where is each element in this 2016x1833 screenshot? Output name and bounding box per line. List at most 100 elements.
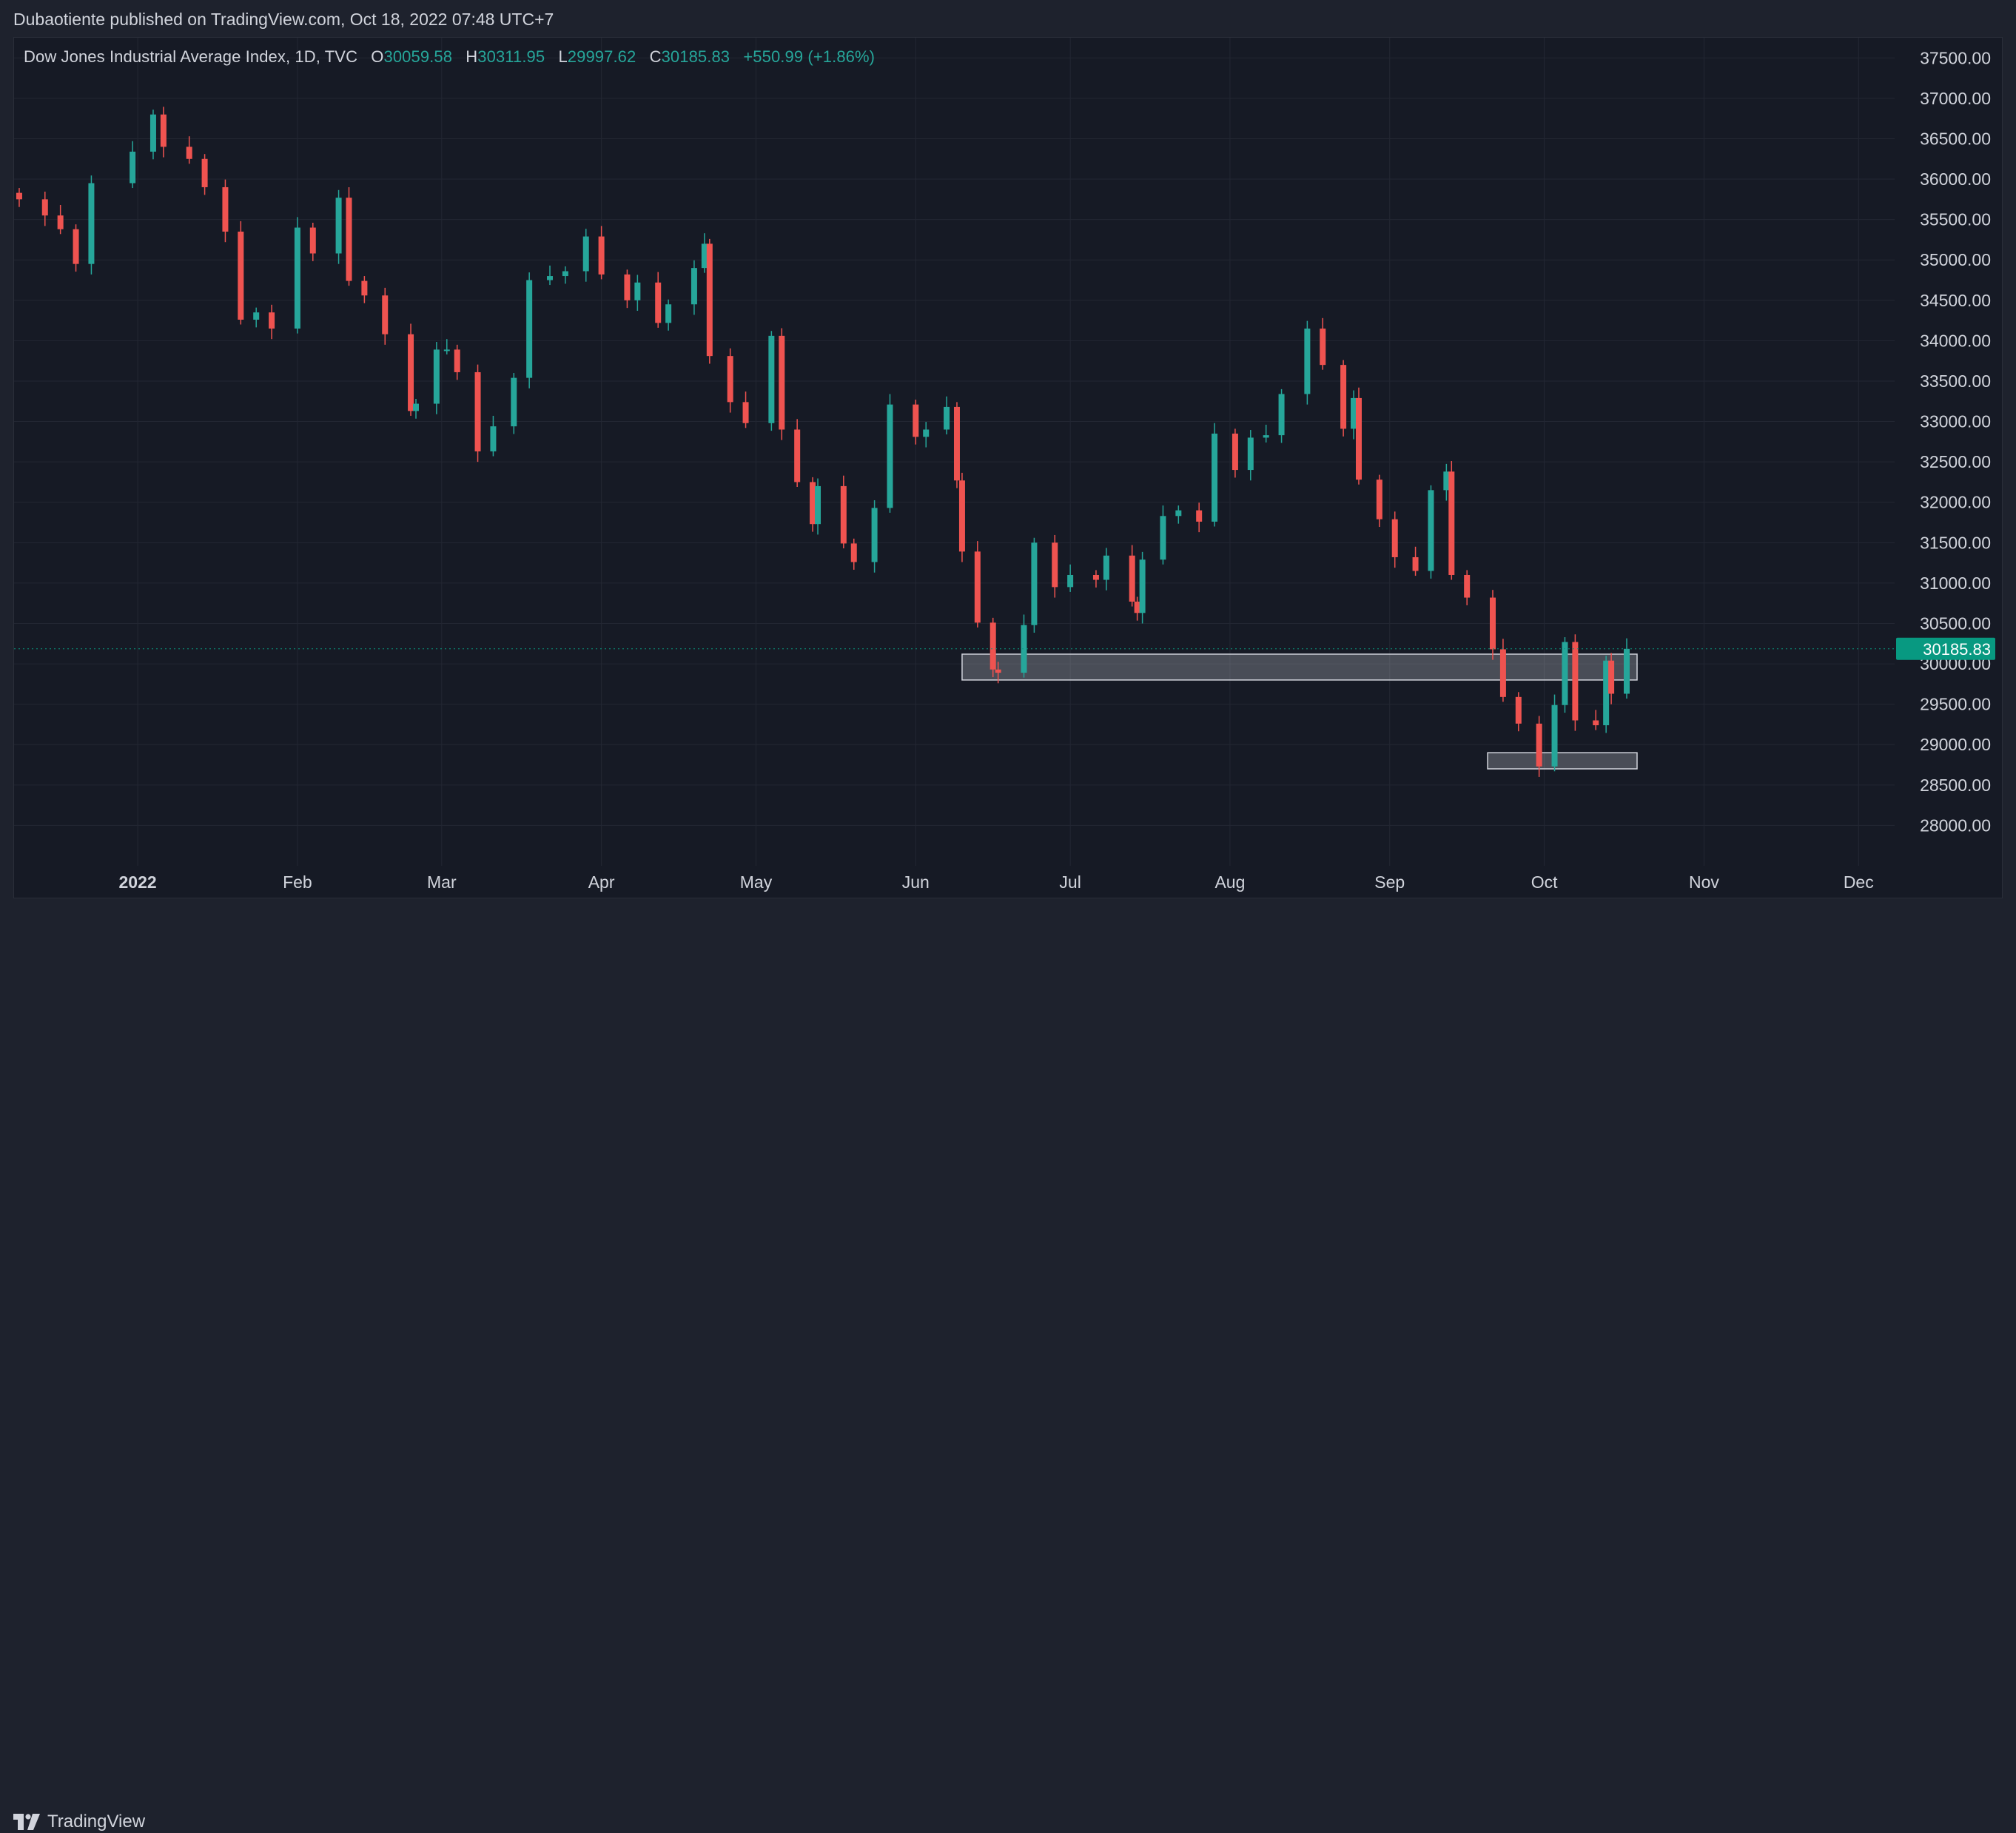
y-tick-label: 28000.00 [1920,815,1991,835]
candle-body [222,186,229,232]
candle-body [294,227,300,329]
candle-body [346,198,352,281]
candle-body [201,158,208,187]
legend-open-value: 30059.58 [383,47,453,66]
y-tick-label: 31000.00 [1920,574,1991,593]
candle-body [810,482,816,525]
candle-body [706,243,713,357]
candle-body [1489,597,1496,650]
candle-body [547,276,554,280]
candle-body [974,551,981,623]
x-tick-label: Jun [902,872,930,892]
candle-body [253,312,260,320]
last-price-tag: 30185.83 [1896,637,1995,660]
candle-body [1593,720,1599,726]
y-axis[interactable]: 37500.00 37000.00 36500.00 36000.00 35500.00… [1920,48,1991,835]
tradingview-logo-icon [13,1814,40,1830]
candle-body [850,543,857,562]
x-axis[interactable]: 2022 Feb Mar Apr May Jun Jul Aug Sep Oct Nov Dec [118,872,1873,892]
x-tick-label: Nov [1689,872,1719,892]
x-tick-label: 2022 [118,872,156,892]
y-tick-label: 32000.00 [1920,493,1991,512]
y-tick-label: 34000.00 [1920,331,1991,350]
candle-body [944,406,950,430]
candle-body [1320,329,1326,366]
support-zone-rect [961,653,1638,681]
candle-body [361,280,368,296]
candle-body [1412,556,1419,571]
legend-close-value: 30185.83 [661,47,730,66]
candle-body [691,268,697,305]
candle-body [665,304,672,323]
legend-low-label: L [558,47,568,66]
candle-body [1608,660,1615,694]
candle-body [1263,435,1269,438]
candle-body [995,669,1001,673]
candle-body [815,485,821,525]
y-tick-label: 35500.00 [1920,210,1991,229]
x-tick-label: Feb [283,872,312,892]
chart-legend: Dow Jones Industrial Average Index, 1D, … [24,47,875,67]
candle-body [701,243,708,269]
candle-body [1448,471,1455,575]
zones-layer [961,653,1638,770]
y-tick-label: 28500.00 [1920,776,1991,795]
y-tick-label: 29500.00 [1920,695,1991,714]
y-tick-label: 37000.00 [1920,89,1991,108]
publish-text: Dubaotiente published on TradingView.com… [13,10,554,29]
legend-high-value: 30311.95 [477,47,545,66]
candle-body [1355,397,1362,480]
candle-body [1443,471,1450,491]
candle-body [433,349,440,404]
candle-body [474,371,481,451]
y-tick-label: 30500.00 [1920,613,1991,633]
y-tick-label: 33000.00 [1920,412,1991,431]
candle-body [871,508,878,562]
x-tick-label: Oct [1531,872,1558,892]
x-tick-label: May [740,872,773,892]
candle-body [511,377,517,427]
candle-body [309,227,316,254]
candle-body [16,192,22,200]
candle-body [1351,397,1357,429]
candle-body [913,404,919,437]
candle-body [1515,696,1522,724]
footer: TradingView [0,898,2016,1832]
candle-body [1092,574,1099,580]
legend-open-label: O [371,47,384,66]
legend-symbol: Dow Jones Industrial Average Index, 1D, … [24,47,358,66]
y-tick-label: 36500.00 [1920,129,1991,148]
candle-body [408,334,414,411]
candle-body [443,349,450,352]
candle-body [186,147,192,159]
candle-body [1247,437,1254,471]
candle-body [1196,510,1203,522]
candle-body [840,485,847,544]
chart-frame[interactable] [13,37,2003,898]
x-tick-label: Sep [1374,872,1405,892]
y-tick-label: 29000.00 [1920,735,1991,754]
legend-close-label: C [649,47,662,66]
candle-body [1021,625,1027,673]
tradingview-brand[interactable]: TradingView [13,1811,145,1833]
candle-body [269,312,275,329]
candle-body [1139,559,1146,613]
candle-body [1232,433,1238,471]
candle-body [1428,490,1434,571]
candle-body [1052,542,1058,588]
y-tick-label: 37500.00 [1920,48,1991,67]
x-tick-label: Aug [1214,872,1245,892]
candlestick-chart[interactable]: 37500.00 37000.00 36500.00 36000.00 35500.00… [0,0,2016,946]
candle-body [1212,433,1218,522]
candle-body [1160,516,1166,560]
candle-body [1067,574,1074,588]
candle-body [1304,329,1311,394]
candle-body [1562,642,1568,705]
candle-body [1623,648,1630,694]
candle-body [887,404,893,508]
candle-body [598,236,605,275]
candle-body [41,199,48,216]
last-price-tag-bg [1896,637,1995,660]
candle-body [413,403,420,411]
legend-high-label: H [466,47,478,66]
